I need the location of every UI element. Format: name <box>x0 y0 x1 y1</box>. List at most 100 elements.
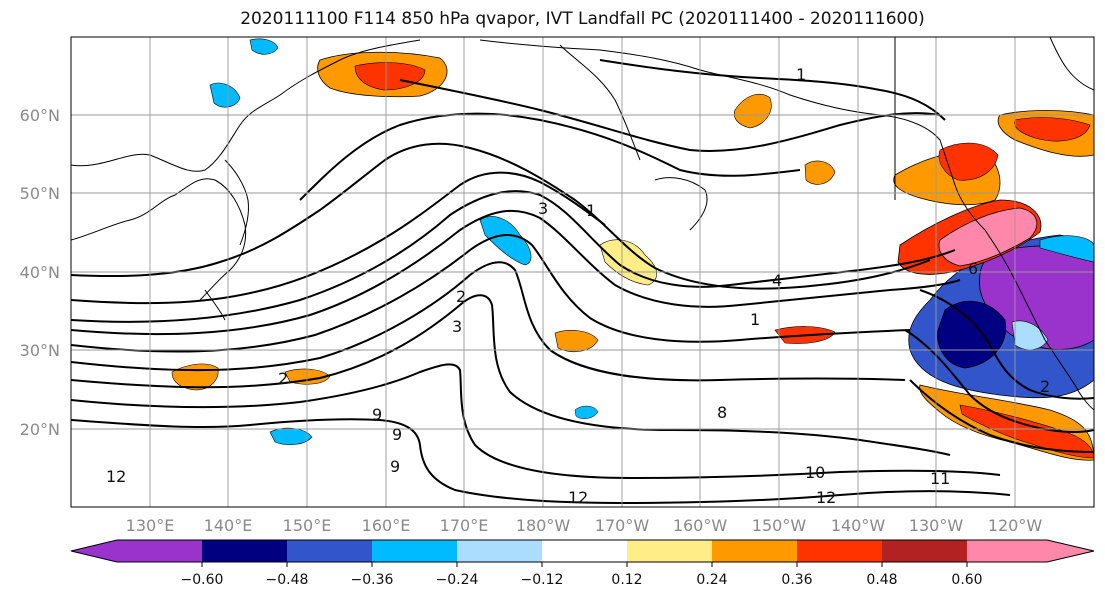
negative-anomaly-arctic <box>249 38 279 55</box>
graticule <box>71 37 1094 507</box>
positive-anomaly-alaska <box>733 94 772 129</box>
colorbar-tick-label: 0.48 <box>866 572 897 588</box>
colorbar-tick-label: 0.36 <box>781 572 812 588</box>
colorbar-tick-label: −0.24 <box>436 572 479 588</box>
lat-label: 50°N <box>20 184 60 203</box>
negative-anomaly-dateline <box>479 216 532 266</box>
contour-label: 4 <box>772 271 782 290</box>
positive-anomaly-subtropical <box>554 330 599 353</box>
coastlines <box>71 37 1094 411</box>
contour-line <box>919 289 1094 400</box>
lon-label: 130°E <box>126 516 175 535</box>
colorbar-tick-label: −0.60 <box>181 572 224 588</box>
contour-line <box>71 294 951 456</box>
colorbar-segment <box>457 540 542 562</box>
contour-line <box>909 379 1094 453</box>
light-negative-anomaly <box>1011 320 1049 350</box>
positive-anomaly-bc-core <box>938 142 999 181</box>
colorbar-extend-low <box>71 540 117 562</box>
colorbar-segment <box>627 540 712 562</box>
lat-label: 40°N <box>20 263 60 282</box>
colorbar-extend-high <box>1047 540 1094 562</box>
lon-label: 150°E <box>283 516 332 535</box>
colorbar-tick-labels: −0.60 −0.48 −0.36 −0.24 −0.12 0.12 0.24 … <box>181 572 983 588</box>
colorbar-tick-label: 0.24 <box>696 572 727 588</box>
lon-label: 150°W <box>752 516 807 535</box>
contour-label: 1 <box>586 201 596 220</box>
cyan-negative-anomaly <box>1039 235 1094 263</box>
lon-label: 170°W <box>595 516 650 535</box>
contour-label: 1 <box>796 65 806 84</box>
positive-anomaly-alberta-core <box>1014 117 1091 142</box>
contour-line <box>599 59 946 121</box>
contour-line <box>71 209 961 336</box>
contour-line <box>904 329 1094 433</box>
lon-label: 140°W <box>831 516 886 535</box>
colorbar-segment <box>287 540 372 562</box>
lat-label: 30°N <box>20 341 60 360</box>
colorbar-segment <box>372 540 457 562</box>
contour-label: 9 <box>392 425 402 444</box>
lon-label: 160°W <box>673 516 728 535</box>
positive-anomaly-central-pacific <box>599 239 657 286</box>
lat-label: 60°N <box>20 106 60 125</box>
contour-label: 2 <box>1040 377 1050 396</box>
contour-label: 1 <box>750 310 760 329</box>
contour-line <box>71 142 931 290</box>
map-title: 2020111100 F114 850 hPa qvapor, IVT Land… <box>240 9 925 29</box>
colorbar-ticks <box>201 562 968 567</box>
colorbar-tick-label: 0.60 <box>951 572 982 588</box>
positive-anomaly-subtropics-east-core <box>959 404 1094 459</box>
contour-label: 3 <box>538 199 548 218</box>
positive-anomaly-gulf <box>804 160 836 185</box>
contour-line <box>71 171 606 305</box>
contour-label: 11 <box>930 469 950 488</box>
contour-label: 8 <box>717 403 727 422</box>
negative-anomaly-okhotsk <box>209 82 241 108</box>
contour-line <box>399 79 941 152</box>
contour-label: 12 <box>816 488 836 507</box>
contour-line <box>299 112 801 201</box>
map-frame <box>70 36 1095 508</box>
colorbar-segment <box>712 540 797 562</box>
dark-negative-anomaly <box>937 301 1007 369</box>
contour-line <box>71 261 906 382</box>
contour-label: 9 <box>390 457 400 476</box>
longitude-labels: 130°E 140°E 150°E 160°E 170°E 180°W 170°… <box>126 516 1043 535</box>
colorbar-tick-label: −0.12 <box>521 572 564 588</box>
lon-label: 170°E <box>440 516 489 535</box>
contour-label: 2 <box>278 369 288 388</box>
contour-labels: 1 3 1 4 1 6 8 10 11 12 12 12 2 9 9 9 2 3… <box>106 65 1050 507</box>
contour-line <box>71 418 1011 505</box>
contour-label: 3 <box>452 317 462 336</box>
strong-positive-anomaly-west-coast <box>938 207 1038 267</box>
latitude-labels: 60°N 50°N 40°N 30°N 20°N <box>20 106 60 439</box>
contour-line <box>71 233 911 353</box>
contour-label: 2 <box>456 287 466 306</box>
contour-label: 12 <box>106 467 126 486</box>
contour-label: 9 <box>372 405 382 424</box>
contour-label: 6 <box>968 259 978 278</box>
contour-line <box>71 363 1001 480</box>
colorbar-segment <box>202 540 287 562</box>
anomaly-shading <box>171 38 1094 461</box>
colorbar-segment <box>117 540 202 562</box>
contour-label: 10 <box>805 463 825 482</box>
lat-label: 20°N <box>20 420 60 439</box>
colorbar-segment <box>882 540 967 562</box>
lon-label: 130°W <box>909 516 964 535</box>
lon-label: 160°E <box>362 516 411 535</box>
contour-line <box>71 190 956 323</box>
colorbar-tick-label: −0.36 <box>351 572 394 588</box>
lon-label: 180°W <box>516 516 571 535</box>
negative-anomaly-tropical <box>574 405 599 419</box>
colorbar-segment <box>797 540 882 562</box>
colorbar-outline <box>70 539 1095 563</box>
contour-label: 12 <box>568 488 588 507</box>
lon-label: 120°W <box>988 516 1043 535</box>
negative-anomaly-tropical-west <box>269 427 313 446</box>
colorbar-tick-label: −0.48 <box>266 572 309 588</box>
colorbar-segment <box>542 540 627 562</box>
colorbar-tick-label: 0.12 <box>611 572 642 588</box>
